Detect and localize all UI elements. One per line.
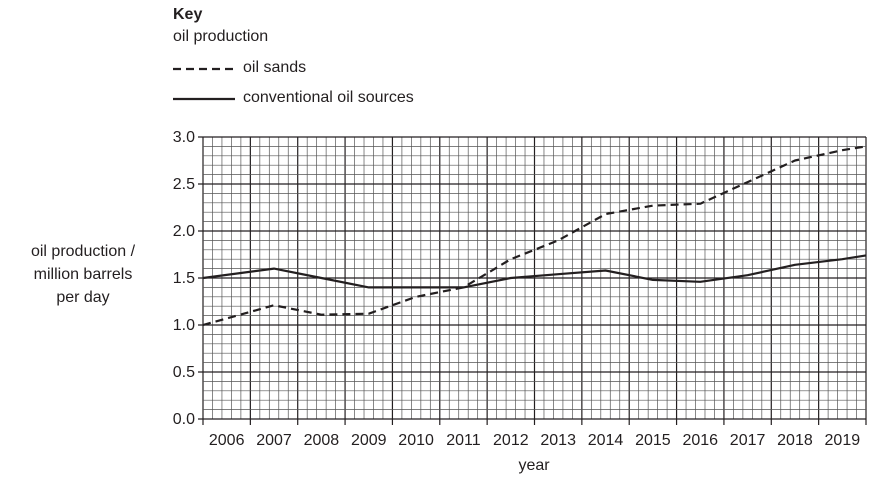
y-axis-label-line: oil production /: [30, 243, 136, 260]
series-line-oil-sands: [202, 145, 867, 327]
y-tick-label: 2.0: [173, 223, 195, 240]
x-tick-label: 2006: [209, 432, 245, 449]
x-tick-label: 2015: [635, 432, 671, 449]
key-title: Key: [173, 6, 203, 23]
y-tick-label: 1.0: [173, 317, 195, 334]
x-tick-label: 2016: [682, 432, 718, 449]
y-tick-label: 0.0: [173, 411, 195, 428]
key-subtitle: oil production: [173, 28, 269, 45]
x-tick-label: 2018: [777, 432, 813, 449]
grid: [198, 136, 867, 425]
x-tick-label: 2010: [398, 432, 434, 449]
x-tick-label: 2009: [351, 432, 387, 449]
series-lines: [202, 145, 867, 327]
x-tick-label: 2012: [493, 432, 529, 449]
x-tick-label: 2019: [825, 432, 861, 449]
legend-label-conventional: conventional oil sources: [243, 89, 414, 106]
y-tick-label: 1.5: [173, 270, 195, 287]
y-tick-label: 0.5: [173, 364, 195, 381]
y-tick-label: 2.5: [173, 176, 195, 193]
x-tick-label: 2011: [446, 432, 481, 449]
x-tick-label: 2014: [588, 432, 624, 449]
y-tick-label: 3.0: [173, 129, 195, 146]
x-axis-label: year: [518, 457, 550, 474]
y-axis-label-line: per day: [56, 289, 110, 306]
axis-ticks: 0.0 0.5 1.0 1.5 2.0 2.5 3.0 2006 2007 2008 2009 201…: [173, 129, 860, 449]
x-tick-label: 2007: [256, 432, 292, 449]
y-axis-label: oil production / million barrels per day: [20, 240, 146, 309]
x-tick-label: 2013: [540, 432, 576, 449]
x-tick-label: 2008: [304, 432, 340, 449]
x-tick-label: 2017: [730, 432, 766, 449]
y-axis-label-line: million barrels: [33, 266, 133, 283]
legend-label-oil-sands: oil sands: [243, 59, 307, 76]
series-line-conventional: [202, 254, 867, 289]
